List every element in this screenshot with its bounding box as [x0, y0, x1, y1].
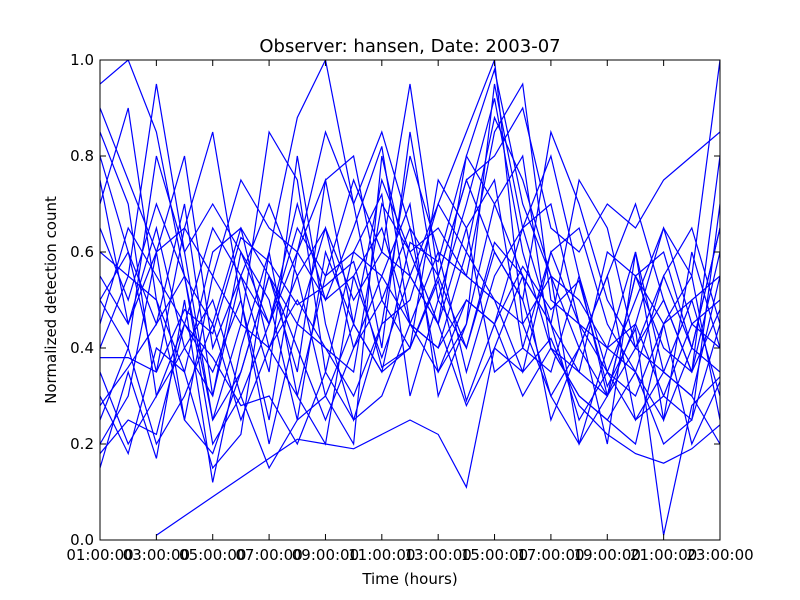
chart-title: Observer: hansen, Date: 2003-07: [259, 36, 560, 57]
series-line-2: [100, 60, 720, 483]
plot-frame: [99, 59, 721, 541]
x-tick-label: 07:00:00: [235, 546, 302, 564]
series-line-19: [100, 274, 720, 454]
x-axis-label: Time (hours): [361, 570, 457, 588]
x-tick-label: 23:00:00: [686, 546, 753, 564]
y-tick-label: 0.2: [70, 435, 94, 453]
x-tick-label: 19:00:00: [574, 546, 641, 564]
series-line-1: [100, 60, 720, 446]
x-tick-label: 13:00:00: [404, 546, 471, 564]
x-tick-label: 09:00:00: [292, 546, 359, 564]
series-line-16: [100, 106, 720, 278]
y-tick-label: 0.8: [70, 147, 94, 165]
x-tick-label: 03:00:00: [123, 546, 190, 564]
y-tick-label: 0.6: [70, 243, 94, 261]
y-axis-label: Normalized detection count: [42, 196, 60, 404]
x-tick-label: 21:00:00: [630, 546, 697, 564]
x-tick-label: 17:00:00: [517, 546, 584, 564]
series-line-17: [100, 202, 720, 446]
x-tick-label: 11:00:00: [348, 546, 415, 564]
x-tick-label: 05:00:00: [179, 546, 246, 564]
x-tick-label: 01:00:00: [66, 546, 133, 564]
series-line-18: [100, 154, 720, 374]
series-line-22: [100, 236, 720, 536]
series-layer: [100, 60, 720, 536]
y-tick-label: 1.0: [70, 51, 94, 69]
x-tick-label: 15:00:00: [461, 546, 528, 564]
series-line-21: [156, 337, 720, 536]
y-tick-label: 0.0: [70, 531, 94, 549]
y-tick-label: 0.4: [70, 339, 94, 357]
series-line-20: [100, 177, 720, 423]
tick-layer: 01:00:0003:00:0005:00:0007:00:0009:00:00…: [66, 51, 753, 564]
